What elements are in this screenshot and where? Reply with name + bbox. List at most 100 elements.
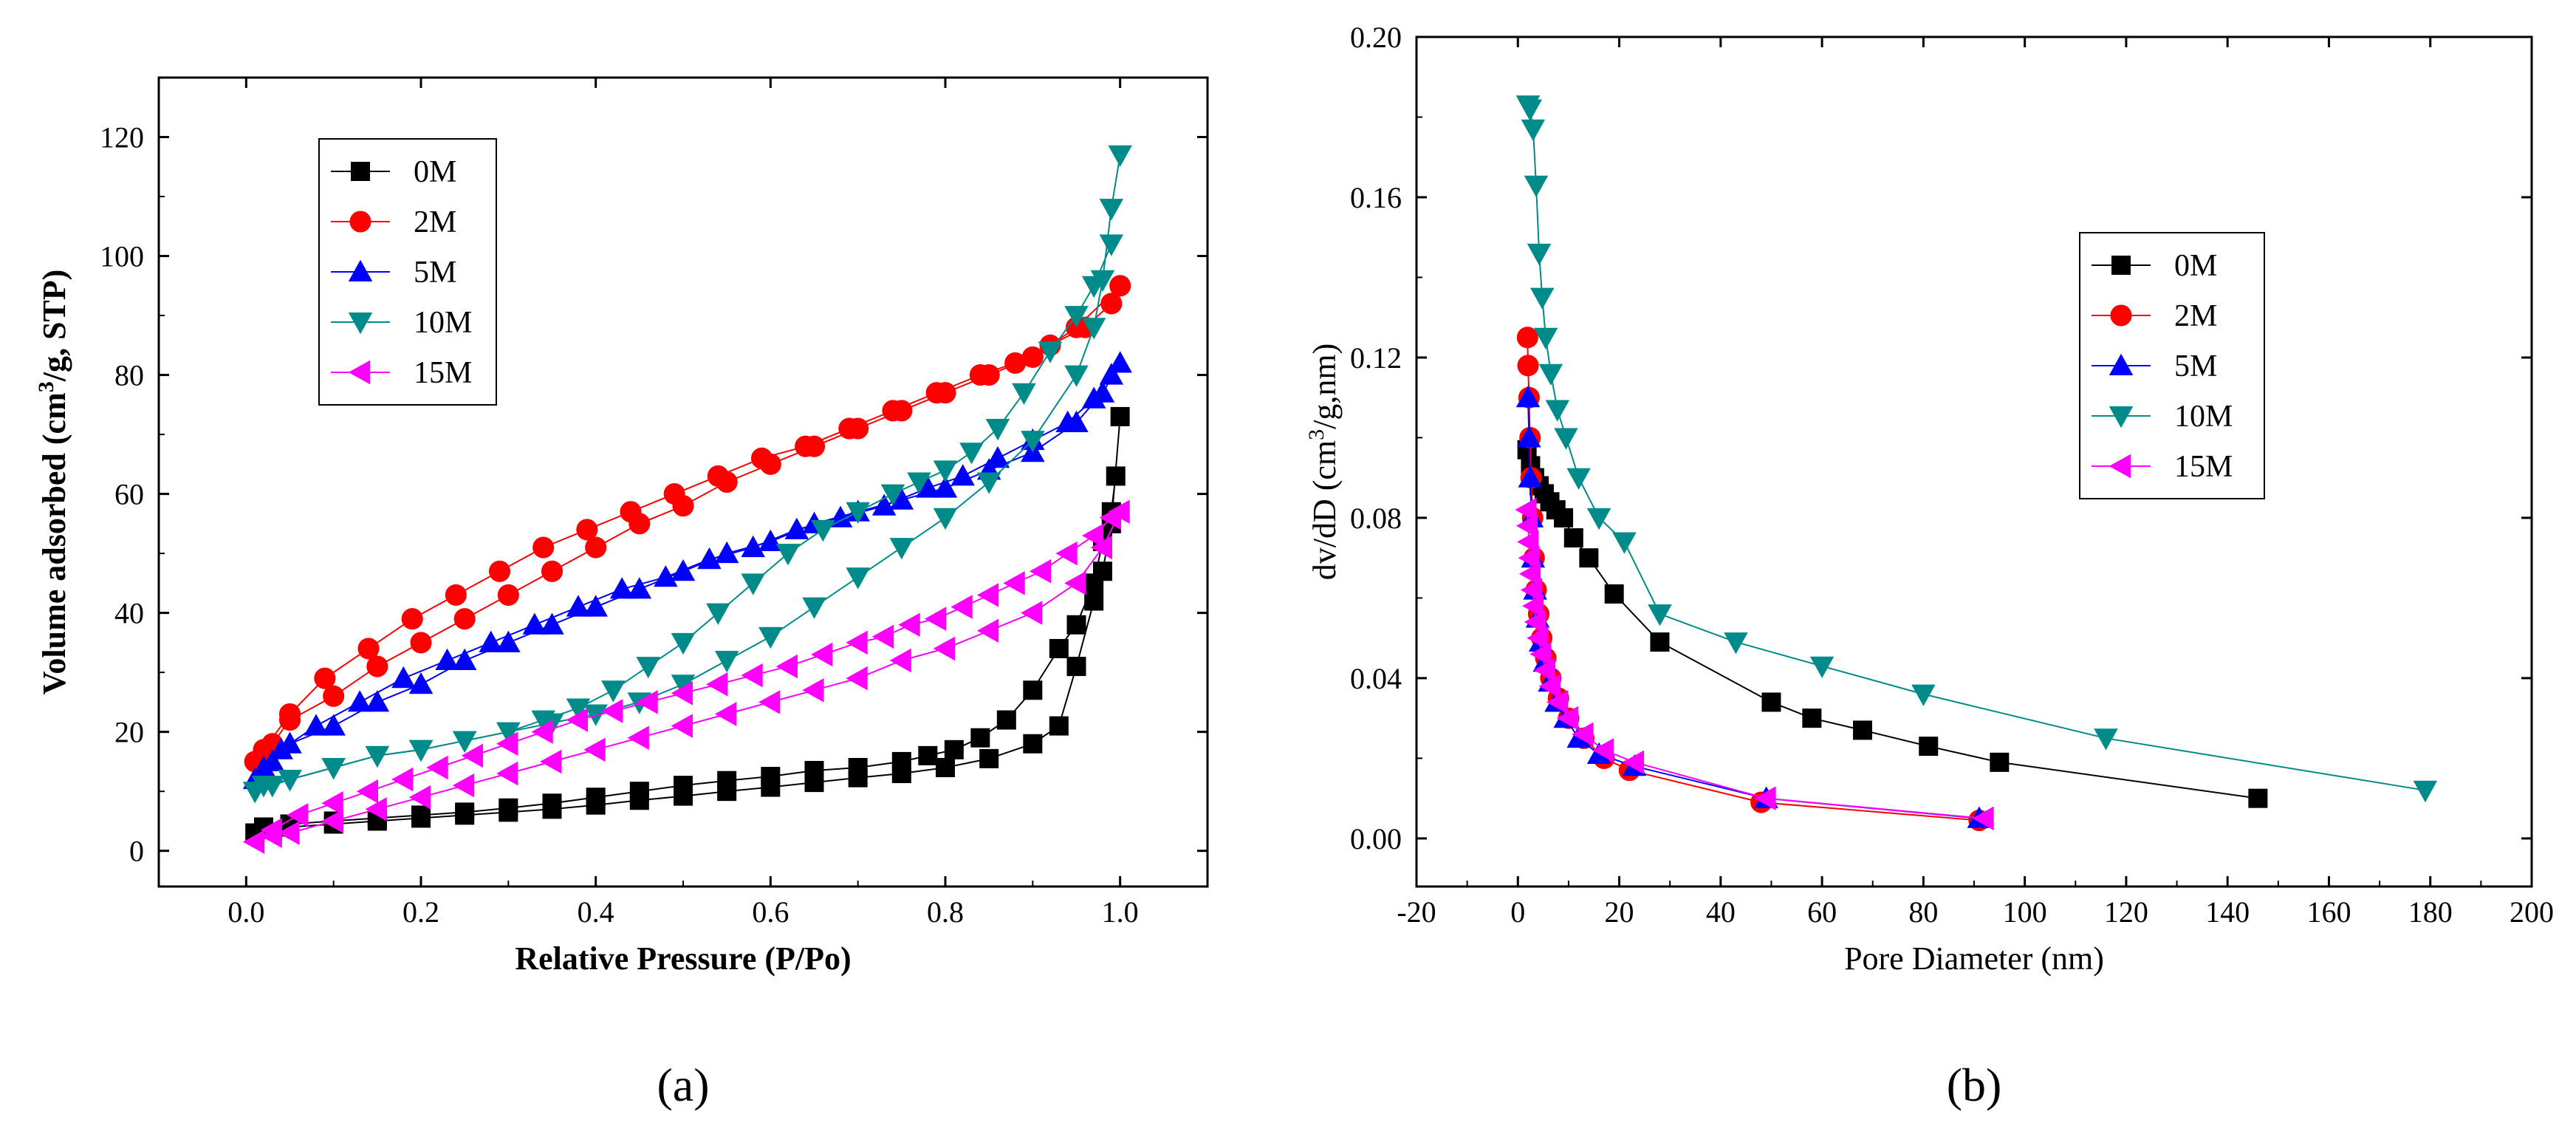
data-point	[1515, 386, 1541, 408]
y-tick-label: 0.00	[1350, 822, 1402, 855]
data-point	[347, 690, 372, 712]
data-point	[1521, 119, 1546, 141]
data-point	[1064, 365, 1089, 387]
data-point	[452, 773, 475, 798]
data-point	[2094, 728, 2118, 751]
data-point	[671, 714, 693, 738]
data-point	[499, 798, 518, 818]
data-point	[706, 672, 728, 697]
data-point	[583, 595, 608, 617]
data-point	[532, 536, 555, 559]
data-point	[1090, 535, 1112, 560]
data-point	[357, 638, 380, 660]
data-point	[1021, 601, 1043, 625]
data-point	[321, 791, 343, 816]
data-point	[496, 761, 518, 786]
data-point	[714, 651, 739, 673]
data-point	[411, 805, 431, 825]
x-tick-label: 0.0	[227, 895, 264, 929]
y-tick-label: 100	[100, 240, 144, 273]
legend-marker	[349, 211, 371, 233]
data-point	[1554, 508, 1574, 527]
data-point	[435, 648, 459, 670]
data-point	[1530, 642, 1552, 666]
data-point	[1802, 708, 1822, 728]
data-point	[566, 595, 591, 617]
data-point	[2413, 780, 2438, 803]
data-point	[522, 612, 547, 635]
data-point	[583, 737, 606, 762]
data-point	[1648, 604, 1672, 626]
data-point	[741, 535, 765, 558]
data-point	[985, 419, 1010, 441]
data-point	[541, 560, 564, 582]
data-point	[269, 737, 293, 759]
data-point	[671, 632, 696, 655]
data-point	[1809, 656, 1835, 678]
data-point	[1853, 720, 1872, 740]
data-point	[1038, 341, 1063, 363]
data-point	[1003, 571, 1025, 595]
y-tick-label: 40	[114, 597, 144, 630]
plot-frame	[157, 76, 1209, 888]
data-point	[925, 382, 948, 404]
data-point	[1023, 680, 1043, 700]
data-point	[1110, 406, 1130, 426]
data-point	[488, 560, 511, 582]
data-point	[287, 803, 309, 827]
data-point	[1524, 175, 1549, 197]
x-tick-label: 160	[2306, 895, 2351, 929]
data-point	[795, 435, 817, 457]
x-tick-label: 0.4	[578, 895, 614, 929]
series-10M	[242, 145, 1132, 804]
data-point	[936, 757, 955, 777]
x-tick-label: 200	[2510, 895, 2554, 929]
data-point	[1517, 530, 1539, 554]
data-point	[408, 740, 434, 762]
data-point	[714, 702, 737, 726]
data-point	[453, 608, 476, 630]
data-point	[1518, 545, 1540, 570]
data-point	[1064, 571, 1086, 595]
legend-label: 0M	[2174, 249, 2217, 283]
data-point	[496, 731, 518, 756]
data-point	[260, 818, 282, 842]
data-point	[1724, 632, 1748, 655]
data-point	[1517, 355, 1539, 377]
data-point	[1592, 738, 1614, 762]
data-point	[1524, 609, 1546, 635]
data-point	[848, 757, 868, 777]
data-point	[1538, 363, 1563, 386]
data-point	[784, 517, 809, 539]
data-point	[1055, 410, 1080, 432]
panel-label: (a)	[657, 1059, 709, 1111]
data-point	[697, 547, 722, 570]
data-point	[741, 663, 763, 688]
data-point	[924, 607, 947, 631]
data-point	[918, 745, 938, 765]
data-point	[391, 666, 416, 689]
data-point	[933, 508, 958, 530]
data-point	[871, 624, 894, 649]
data-point	[916, 476, 940, 498]
data-point	[408, 672, 434, 694]
data-point	[671, 674, 696, 697]
data-point	[542, 793, 562, 813]
data-point	[1530, 287, 1555, 310]
data-point	[804, 760, 824, 780]
data-point	[408, 785, 431, 810]
data-point	[985, 446, 1010, 468]
data-point	[775, 654, 798, 679]
y-axis-title-part: Volume adsorbed (cm	[36, 392, 72, 694]
data-point	[479, 630, 503, 652]
data-point	[455, 802, 475, 822]
legend-marker	[2109, 353, 2134, 375]
data-point	[758, 690, 781, 714]
data-point	[674, 776, 693, 796]
data-point	[1084, 573, 1104, 593]
series-line	[263, 476, 1117, 828]
x-tick-label: 80	[1908, 895, 1938, 929]
legend-marker	[2111, 256, 2131, 275]
data-point	[846, 666, 868, 691]
